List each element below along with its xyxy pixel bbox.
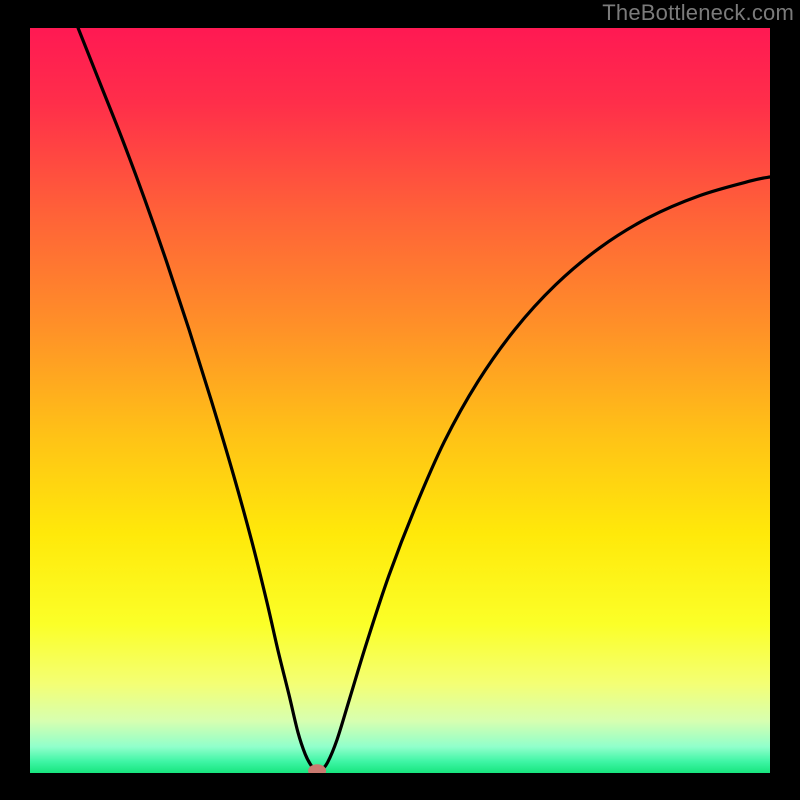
bottleneck-chart	[30, 28, 770, 773]
watermark-text: TheBottleneck.com	[602, 0, 794, 26]
plot-background	[30, 28, 770, 773]
chart-container: TheBottleneck.com	[0, 0, 800, 800]
